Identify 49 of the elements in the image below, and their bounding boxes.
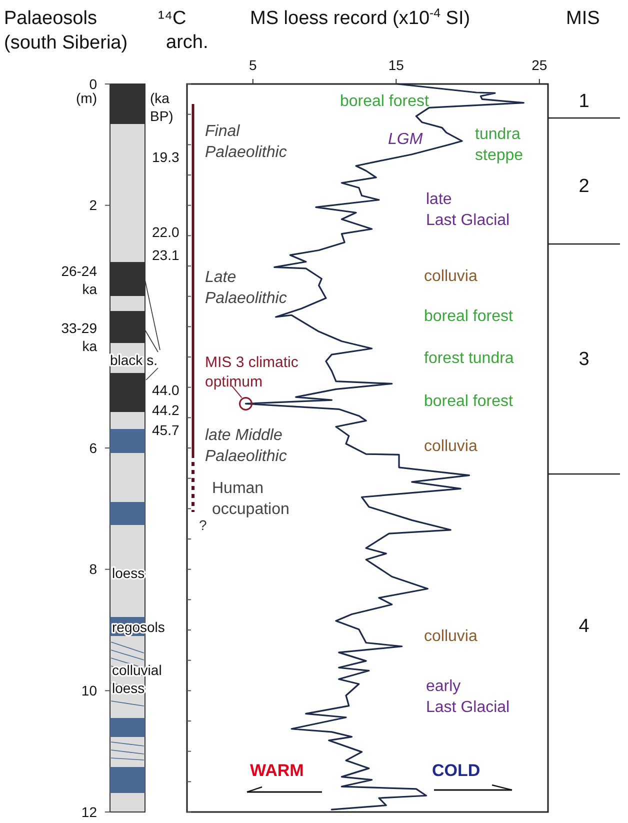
annotation: ? xyxy=(199,517,207,533)
annotation: MIS 3 climatic optimum xyxy=(205,354,299,390)
y-tick-label: 2 xyxy=(89,197,98,214)
text: black s. xyxy=(110,352,158,368)
text: MIS xyxy=(566,8,600,29)
annotation: colluvia xyxy=(424,268,478,285)
annotation: Human occupation xyxy=(212,480,290,518)
text: ¹⁴C xyxy=(158,8,186,29)
text: 1 xyxy=(578,91,590,112)
annotation: WARM xyxy=(250,761,304,780)
annotation: Late Palaeolithic xyxy=(205,269,287,307)
text: 33-29 ka xyxy=(61,320,98,354)
text: arch. xyxy=(166,32,208,53)
annotation: Final Palaeolithic xyxy=(205,123,287,161)
chart-title: MS loess record (x10$^{-4}$ SI) xyxy=(250,6,470,29)
annotation: colluvia xyxy=(424,628,478,645)
text: 44.2 xyxy=(152,402,180,418)
annotation: boreal forest xyxy=(424,308,514,325)
y-tick-label: 8 xyxy=(89,561,98,578)
y-tick-label: 6 xyxy=(89,440,98,456)
annotation: late Last Glacial xyxy=(426,191,510,229)
text: loess xyxy=(112,565,145,581)
text: 26-24 ka xyxy=(61,263,98,298)
annotation: forest tundra xyxy=(424,350,514,367)
text: 45.7 xyxy=(152,422,180,438)
text: 4 xyxy=(578,616,590,637)
y-axis-title: (m) xyxy=(76,90,97,106)
annotation: boreal forest xyxy=(340,93,430,110)
y-tick-label: 0 xyxy=(89,76,98,92)
text: 19.3 xyxy=(152,149,180,165)
y-tick-label: 12 xyxy=(81,804,98,820)
text: 44.0 xyxy=(152,382,180,398)
text: 23.1 xyxy=(152,247,180,263)
text: (ka BP) xyxy=(150,90,174,124)
text: 22.0 xyxy=(152,224,180,240)
annotation: late Middle Palaeolithic xyxy=(205,427,287,465)
annotation: early Last Glacial xyxy=(426,678,510,716)
text: Palaeosols (south Siberia) xyxy=(4,8,128,54)
annotation: colluvia xyxy=(424,438,478,455)
annotation: tundra steppe xyxy=(475,126,524,164)
x-tick-label: 5 xyxy=(249,57,257,73)
annotation: LGM xyxy=(388,131,424,148)
annotation: COLD xyxy=(432,761,480,780)
y-tick-label: 10 xyxy=(81,682,98,699)
text: 2 xyxy=(578,176,590,197)
annotation: boreal forest xyxy=(424,393,514,410)
x-tick-label: 25 xyxy=(532,57,548,73)
text: 3 xyxy=(578,349,590,370)
x-tick-label: 15 xyxy=(388,57,404,73)
